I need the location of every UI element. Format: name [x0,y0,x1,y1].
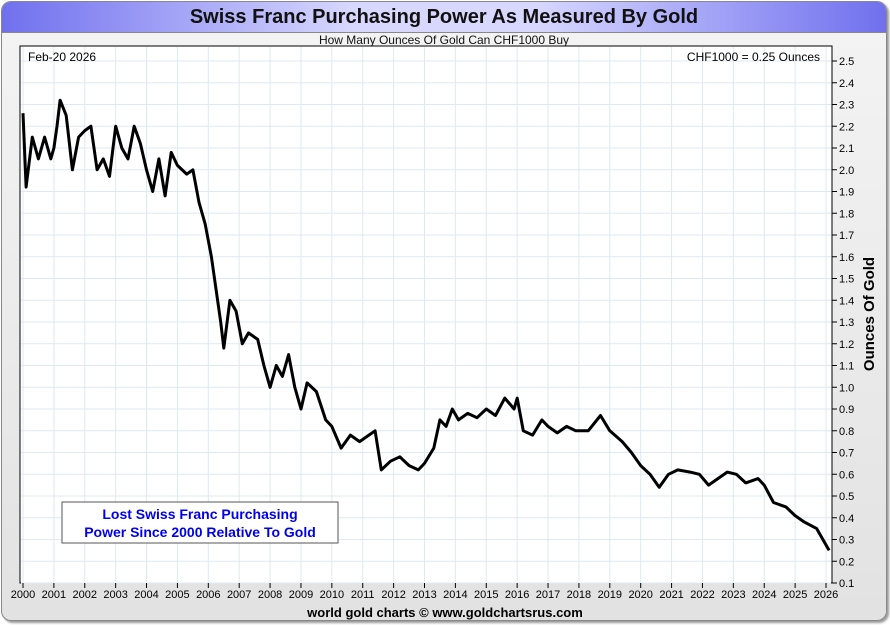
plot-area [19,45,833,584]
y-tick-label: 1.7 [839,230,854,242]
annotation-box [61,501,339,544]
y-tick-label: 0.1 [839,578,854,590]
x-tick-label: 2014 [443,589,467,601]
x-tick-label: 2004 [134,589,158,601]
y-tick-label: 0.4 [839,513,854,525]
y-tick-label: 1.0 [839,382,854,394]
y-tick-label: 2.0 [839,165,854,177]
y-tick-label: 0.5 [839,491,854,503]
y-tick-label: 2.4 [839,78,854,90]
y-tick-label: 2.2 [839,121,854,133]
y-tick-label: 1.5 [839,274,854,286]
x-tick-label: 2025 [783,589,807,601]
x-tick-label: 2012 [381,589,405,601]
y-axis-label: Ounces Of Gold [861,257,878,371]
current-value-label: CHF1000 = 0.25 Ounces [687,50,820,64]
y-tick-label: 1.2 [839,339,854,351]
x-tick-label: 2021 [659,589,683,601]
x-tick-label: 2003 [103,589,127,601]
x-tick-label: 2016 [505,589,529,601]
x-tick-label: 2005 [165,589,189,601]
y-tick-label: 0.6 [839,469,854,481]
x-tick-label: 2015 [474,589,498,601]
y-tick-label: 1.3 [839,317,854,329]
chart-title: Swiss Franc Purchasing Power As Measured… [2,2,886,33]
x-tick-label: 2009 [289,589,313,601]
y-tick-label: 2.3 [839,100,854,112]
x-tick-label: 2024 [752,589,776,601]
footer-credit: world gold charts © www.goldchartsrus.co… [306,605,583,620]
x-tick-label: 2023 [721,589,745,601]
x-tick-label: 2011 [351,589,375,601]
series-line [21,98,831,552]
x-tick-label: 2013 [412,589,436,601]
x-tick-label: 2018 [567,589,591,601]
y-tick-label: 1.9 [839,187,854,199]
x-tick-label: 2006 [196,589,220,601]
y-tick-label: 0.7 [839,448,854,460]
x-tick-label: 2010 [320,589,344,601]
chart-subtitle: How Many Ounces Of Gold Can CHF1000 Buy [318,33,570,47]
y-tick-label: 1.1 [839,361,854,373]
y-tick-label: 0.9 [839,404,854,416]
x-tick-label: 2001 [42,589,66,601]
x-tick-label: 2026 [814,589,838,601]
x-tick-label: 2019 [598,589,622,601]
annotation-line-1: Lost Swiss Franc Purchasing [102,506,297,522]
y-tick-label: 0.8 [839,426,854,438]
x-tick-label: 2007 [227,589,251,601]
y-tick-label: 1.6 [839,252,854,264]
x-tick-label: 2000 [11,589,35,601]
x-tick-label: 2022 [690,589,714,601]
x-tick-label: 2008 [258,589,282,601]
y-tick-label: 2.5 [839,56,854,68]
y-tick-label: 0.2 [839,556,854,568]
x-tick-label: 2002 [73,589,97,601]
y-tick-label: 1.8 [839,208,854,220]
x-tick-label: 2020 [628,589,652,601]
y-tick-label: 0.3 [839,535,854,547]
y-tick-label: 2.1 [839,143,854,155]
annotation-line-2: Power Since 2000 Relative To Gold [84,524,316,540]
x-tick-label: 2017 [536,589,560,601]
y-tick-label: 1.4 [839,295,854,307]
date-label: Feb-20 2026 [28,50,96,64]
